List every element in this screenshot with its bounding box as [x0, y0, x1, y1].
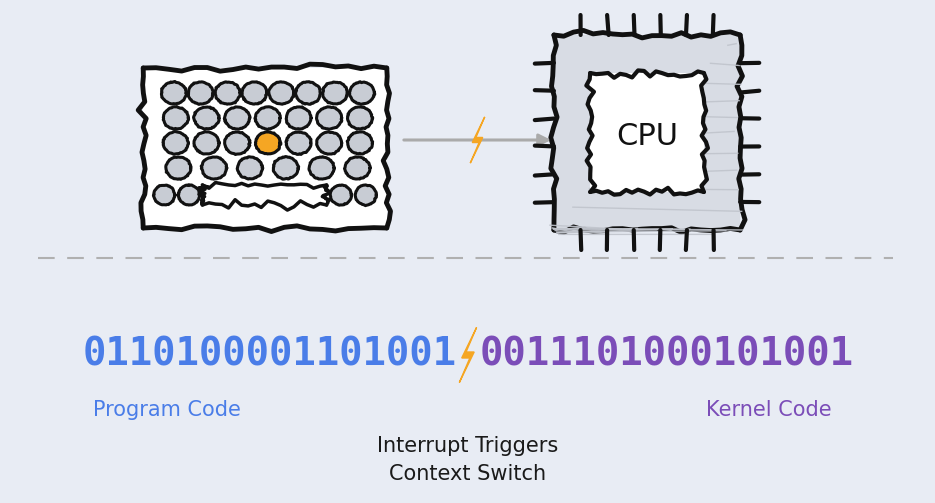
Polygon shape [194, 132, 220, 154]
Polygon shape [203, 185, 326, 205]
Polygon shape [590, 73, 704, 192]
Polygon shape [273, 156, 298, 179]
Text: CPU: CPU [616, 122, 678, 151]
Polygon shape [153, 185, 175, 205]
Polygon shape [224, 132, 250, 154]
Polygon shape [347, 132, 373, 154]
Polygon shape [344, 157, 370, 179]
Polygon shape [179, 185, 199, 205]
Polygon shape [255, 132, 280, 154]
Text: 0110100001101001: 0110100001101001 [82, 336, 456, 374]
Polygon shape [330, 185, 352, 205]
Polygon shape [350, 82, 375, 104]
Text: Kernel Code: Kernel Code [706, 400, 831, 420]
Polygon shape [201, 157, 227, 179]
Polygon shape [554, 35, 741, 230]
Polygon shape [188, 82, 213, 104]
Polygon shape [242, 82, 266, 104]
Polygon shape [470, 117, 484, 163]
Polygon shape [317, 132, 341, 154]
Text: 0011101000101001: 0011101000101001 [480, 336, 854, 374]
Polygon shape [355, 185, 376, 206]
Polygon shape [317, 107, 342, 129]
Polygon shape [268, 82, 295, 104]
Polygon shape [459, 327, 477, 382]
Polygon shape [224, 107, 250, 129]
Polygon shape [162, 81, 186, 104]
Polygon shape [255, 107, 280, 130]
Text: Program Code: Program Code [94, 400, 241, 420]
Polygon shape [309, 157, 335, 179]
Polygon shape [286, 132, 311, 154]
Polygon shape [163, 132, 189, 154]
Polygon shape [286, 107, 311, 129]
Polygon shape [295, 81, 321, 104]
Text: Interrupt Triggers
Context Switch: Interrupt Triggers Context Switch [378, 436, 558, 484]
Polygon shape [237, 157, 263, 179]
Polygon shape [348, 107, 373, 129]
Polygon shape [164, 107, 189, 129]
Polygon shape [215, 82, 240, 104]
Polygon shape [194, 107, 219, 129]
Polygon shape [143, 68, 387, 228]
Polygon shape [323, 82, 348, 104]
Polygon shape [165, 157, 191, 180]
